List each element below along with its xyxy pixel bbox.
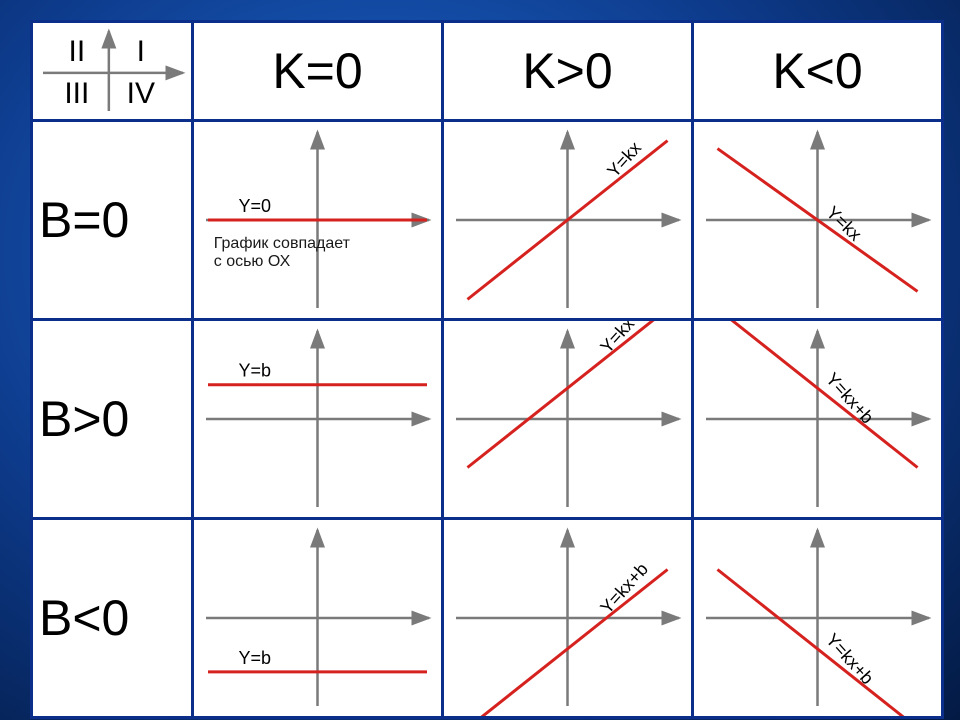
plot-cell-1-1: Y=kx+b (443, 320, 693, 519)
col-header-label-2: K<0 (772, 43, 862, 99)
svg-text:II: II (69, 35, 86, 68)
plot-cell-2-0: Y=b (193, 519, 443, 718)
row-header-label-0: B=0 (39, 192, 129, 248)
table-panel: IIIIIIIVK=0K>0K<0B=0Y=0График совпадаетс… (30, 20, 930, 700)
row-header-label-2: B<0 (39, 590, 129, 646)
col-header-2: K<0 (693, 22, 943, 121)
plot-cell-2-2: Y=kx+b (693, 519, 943, 718)
plot-cell-1-2: Y=kx+b (693, 320, 943, 519)
plot-cell-1-0: Y=b (193, 320, 443, 519)
plot-cell-0-0: Y=0 График совпадаетс осью ОХ (193, 121, 443, 320)
svg-text:III: III (64, 77, 89, 110)
background: IIIIIIIVK=0K>0K<0B=0Y=0График совпадаетс… (0, 0, 960, 720)
svg-text:Y=0: Y=0 (238, 196, 271, 216)
svg-text:График совпадает: График совпадает (214, 235, 351, 252)
svg-text:Y=b: Y=b (238, 361, 271, 381)
plot-cell-0-2: Y=kx (693, 121, 943, 320)
row-header-label-1: B>0 (39, 391, 129, 447)
quadrant-legend: IIIIIIIV (32, 22, 193, 121)
col-header-0: K=0 (193, 22, 443, 121)
plot-cell-2-1: Y=kx+b (443, 519, 693, 718)
col-header-label-1: K>0 (522, 43, 612, 99)
row-header-2: B<0 (32, 519, 193, 718)
col-header-label-0: K=0 (272, 43, 362, 99)
row-header-1: B>0 (32, 320, 193, 519)
svg-text:Y=b: Y=b (238, 648, 271, 668)
col-header-1: K>0 (443, 22, 693, 121)
plot-cell-0-1: Y=kx (443, 121, 693, 320)
svg-text:с осью ОХ: с осью ОХ (214, 253, 291, 270)
svg-text:I: I (137, 35, 145, 68)
row-header-0: B=0 (32, 121, 193, 320)
svg-text:IV: IV (127, 77, 155, 110)
